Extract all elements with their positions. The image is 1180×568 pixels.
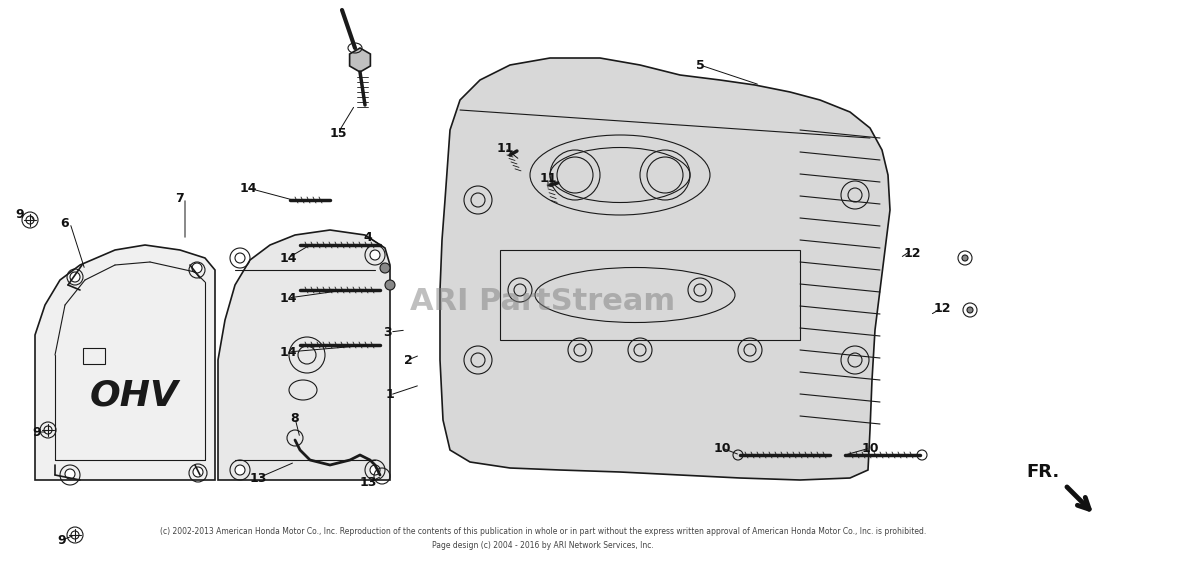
Circle shape [194,467,203,477]
Text: 2: 2 [404,353,412,366]
Circle shape [70,272,80,282]
Text: 14: 14 [280,252,296,265]
Polygon shape [35,245,215,480]
Circle shape [371,465,380,475]
Bar [83,348,105,364]
Text: 9: 9 [15,207,25,220]
Circle shape [371,250,380,260]
Text: 13: 13 [360,477,376,490]
Text: 5: 5 [696,59,704,72]
Text: FR.: FR. [1027,463,1060,481]
Text: 11: 11 [497,141,513,154]
Text: 7: 7 [176,191,184,204]
Text: OHV: OHV [90,378,179,412]
Text: 9: 9 [58,533,66,546]
Polygon shape [440,58,890,480]
Text: 10: 10 [861,441,879,454]
Circle shape [192,263,202,273]
Text: 4: 4 [363,231,373,244]
Text: 13: 13 [249,471,267,485]
Text: 10: 10 [713,441,730,454]
Text: 15: 15 [329,127,347,140]
Circle shape [966,307,974,313]
Text: 11: 11 [539,172,557,185]
Text: 14: 14 [280,345,296,358]
Text: 1: 1 [386,389,394,402]
Text: Page design (c) 2004 - 2016 by ARI Network Services, Inc.: Page design (c) 2004 - 2016 by ARI Netwo… [432,541,654,550]
Text: 14: 14 [240,182,257,194]
Text: 12: 12 [903,247,920,260]
Text: 14: 14 [280,291,296,304]
Circle shape [65,469,76,479]
Text: (c) 2002-2013 American Honda Motor Co., Inc. Reproduction of the contents of thi: (c) 2002-2013 American Honda Motor Co., … [159,527,926,536]
Circle shape [962,255,968,261]
Polygon shape [349,48,371,72]
Text: 9: 9 [33,425,41,438]
Circle shape [385,280,395,290]
Text: 12: 12 [933,302,951,315]
Text: ARI PartStream: ARI PartStream [411,286,675,316]
Text: 6: 6 [60,216,70,229]
Text: 8: 8 [290,411,300,424]
Circle shape [235,465,245,475]
Circle shape [235,253,245,263]
Text: 3: 3 [384,325,392,339]
Circle shape [380,263,391,273]
Polygon shape [218,230,391,480]
